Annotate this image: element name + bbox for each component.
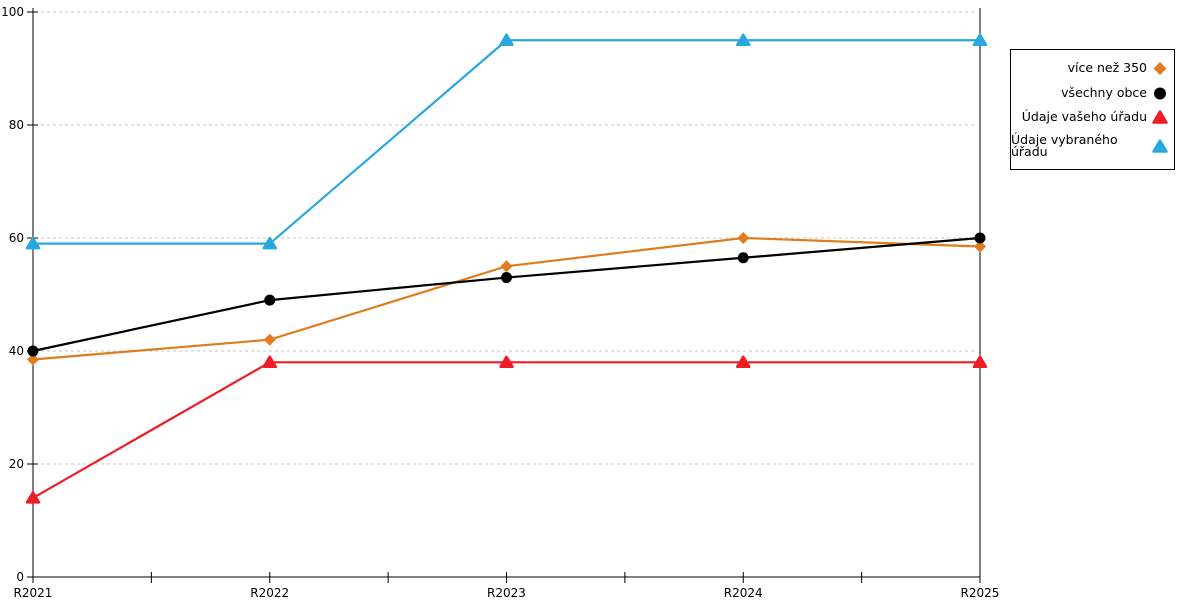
legend-item: Údaje vybraného úřadu bbox=[1011, 131, 1174, 160]
x-tick-label: R2024 bbox=[724, 586, 763, 600]
circle-icon bbox=[1154, 87, 1166, 100]
y-tick-label: 80 bbox=[9, 118, 24, 132]
y-tick-label: 40 bbox=[9, 344, 24, 358]
gridlines bbox=[35, 11, 976, 465]
legend-item: Údaje vašeho úřadu bbox=[1011, 109, 1174, 125]
x-tick-label: R2025 bbox=[961, 586, 1000, 600]
series-vs-echny-obce bbox=[27, 232, 986, 357]
legend-label: všechny obce bbox=[1061, 84, 1147, 100]
diamond-icon bbox=[1153, 62, 1167, 76]
axes bbox=[32, 8, 981, 578]
triangle-icon bbox=[1152, 139, 1168, 153]
legend-label: více než 350 bbox=[1067, 60, 1147, 76]
series-vi-ce-nez-350 bbox=[27, 232, 986, 366]
legend: více než 350 všechny obce Údaje vašeho ú… bbox=[1010, 49, 1175, 170]
x-tick-label: R2023 bbox=[487, 586, 526, 600]
y-tick-label: 100 bbox=[1, 5, 24, 19]
y-tick-label: 60 bbox=[9, 231, 24, 245]
series-u-daje-vybrane-ho-u-r-adu bbox=[25, 33, 988, 250]
legend-label: Údaje vašeho úřadu bbox=[1021, 108, 1147, 124]
legend-item: více než 350 bbox=[1011, 60, 1174, 76]
x-tick-label: R2021 bbox=[14, 586, 53, 600]
y-tick-label: 20 bbox=[9, 457, 24, 471]
y-tick-label: 0 bbox=[16, 570, 24, 584]
legend-item: všechny obce bbox=[1011, 85, 1174, 101]
x-axis-ticks: R2021 R2022 R2023 R2024 R2025 bbox=[14, 572, 1000, 600]
legend-label: Údaje vybraného úřadu bbox=[1011, 131, 1118, 160]
series-u-daje-vas-eho-u-r-adu bbox=[25, 355, 988, 504]
x-tick-label: R2022 bbox=[250, 586, 289, 600]
triangle-icon bbox=[1152, 110, 1168, 124]
